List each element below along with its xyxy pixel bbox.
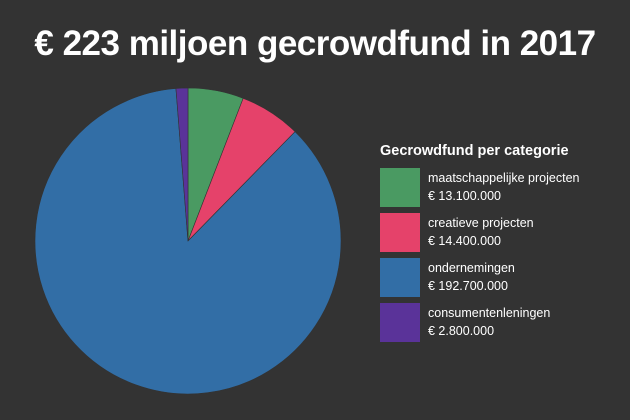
legend-label: creatieve projecten [428,216,534,230]
legend-swatch [380,213,420,252]
legend-item: consumentenleningen € 2.800.000 [380,303,620,342]
chart-title: € 223 miljoen gecrowdfund in 2017 [34,24,596,63]
legend-swatch [380,258,420,297]
pie-slice-ondernemingen [34,88,342,395]
legend-swatch [380,168,420,207]
legend-value: € 14.400.000 [428,234,501,248]
legend-title: Gecrowdfund per categorie [380,143,569,159]
legend-label: maatschappelijke projecten [428,171,580,185]
legend-text: maatschappelijke projecten € 13.100.000 [428,169,579,205]
legend-value: € 192.700.000 [428,279,508,293]
legend-text: ondernemingen € 192.700.000 [428,259,515,295]
legend-text: consumentenleningen € 2.800.000 [428,304,550,340]
legend-item: maatschappelijke projecten € 13.100.000 [380,168,620,207]
legend-item: creatieve projecten € 14.400.000 [380,213,620,252]
legend-label: ondernemingen [428,261,515,275]
legend-swatch [380,303,420,342]
legend: Gecrowdfund per categorie maatschappelij… [380,142,620,348]
legend-value: € 2.800.000 [428,324,495,338]
legend-item: ondernemingen € 192.700.000 [380,258,620,297]
pie-slice-consumentenleningen [175,87,189,242]
legend-text: creatieve projecten € 14.400.000 [428,214,534,250]
legend-value: € 13.100.000 [428,189,501,203]
legend-label: consumentenleningen [428,306,551,320]
